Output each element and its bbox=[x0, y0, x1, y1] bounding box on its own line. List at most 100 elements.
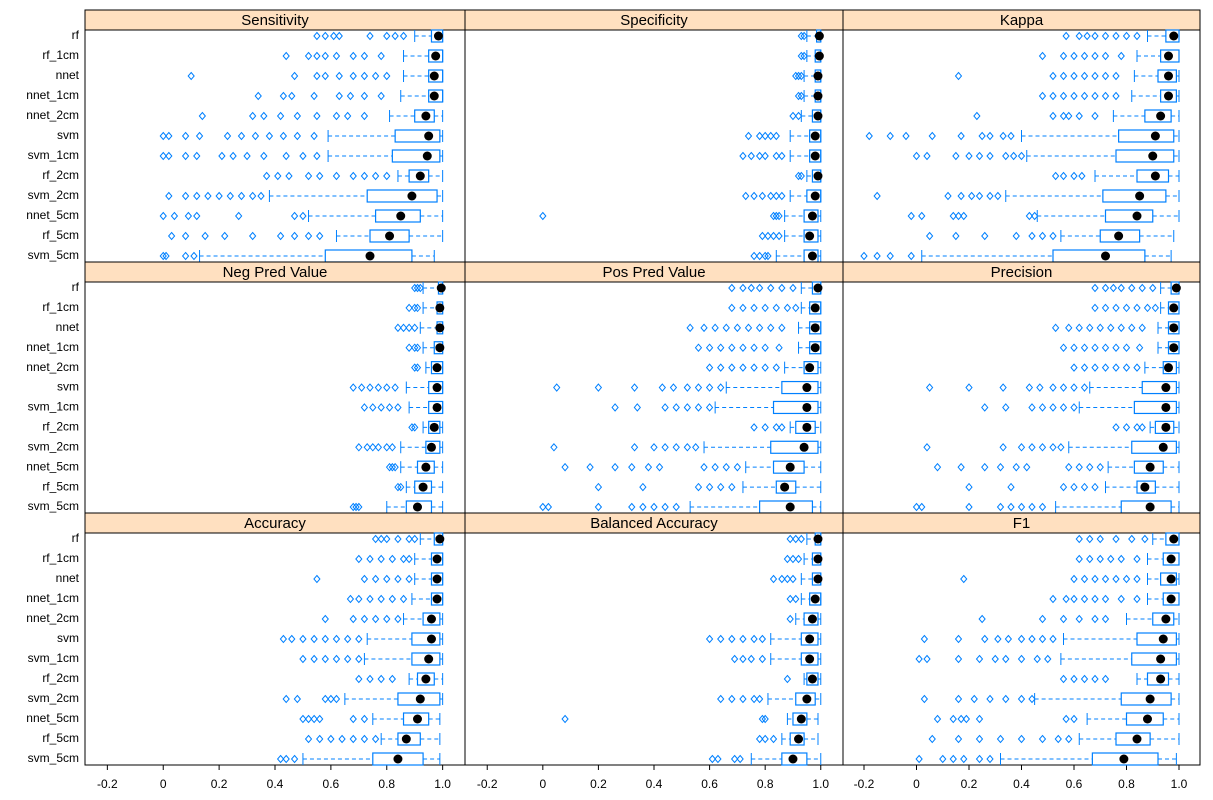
category-label: nnet_5cm bbox=[26, 711, 79, 725]
median bbox=[435, 323, 445, 333]
box bbox=[416, 460, 435, 474]
outlier bbox=[739, 654, 747, 664]
panel-title: Kappa bbox=[1000, 12, 1044, 29]
outlier bbox=[1138, 283, 1146, 293]
outlier bbox=[918, 502, 926, 512]
outlier bbox=[1028, 403, 1036, 412]
outlier bbox=[1007, 502, 1015, 512]
median bbox=[785, 462, 795, 472]
box bbox=[430, 592, 444, 606]
outlier bbox=[1135, 343, 1144, 352]
outlier bbox=[1057, 443, 1065, 452]
outlier bbox=[1070, 674, 1078, 684]
outlier bbox=[349, 71, 357, 81]
outlier bbox=[413, 343, 422, 352]
outlier bbox=[999, 383, 1007, 392]
outlier bbox=[1038, 51, 1047, 61]
panel-title: Neg Pred Value bbox=[223, 264, 328, 281]
box bbox=[1160, 49, 1180, 63]
outlier bbox=[797, 31, 805, 41]
outlier bbox=[371, 734, 380, 744]
outlier bbox=[967, 191, 976, 201]
median bbox=[1150, 171, 1160, 181]
outlier bbox=[1065, 111, 1073, 121]
x-tick-label: 0.2 bbox=[961, 777, 978, 791]
outlier bbox=[1101, 614, 1110, 624]
box bbox=[414, 480, 433, 494]
outlier bbox=[1117, 283, 1125, 293]
outlier bbox=[978, 131, 986, 141]
outlier bbox=[750, 423, 758, 432]
category-label: nnet_2cm bbox=[26, 611, 79, 625]
outlier bbox=[722, 462, 730, 472]
outlier bbox=[335, 31, 343, 41]
outlier bbox=[957, 462, 965, 472]
outlier bbox=[181, 231, 190, 241]
outlier bbox=[411, 303, 419, 313]
outlier bbox=[282, 151, 290, 161]
box bbox=[1091, 752, 1159, 766]
outlier bbox=[1002, 654, 1010, 664]
box bbox=[414, 109, 435, 123]
box bbox=[1052, 249, 1146, 263]
box bbox=[397, 692, 441, 706]
outlier bbox=[975, 151, 984, 161]
median bbox=[1145, 502, 1155, 512]
median bbox=[415, 171, 425, 181]
outlier bbox=[758, 191, 767, 201]
median bbox=[810, 323, 820, 333]
outlier bbox=[1049, 403, 1057, 412]
box bbox=[795, 420, 816, 434]
median bbox=[432, 574, 442, 584]
outlier bbox=[717, 634, 725, 644]
outlier bbox=[299, 151, 307, 161]
outlier bbox=[792, 303, 800, 313]
outlier bbox=[299, 211, 307, 221]
box bbox=[781, 380, 819, 395]
median bbox=[1135, 191, 1145, 201]
outlier bbox=[996, 502, 1005, 512]
panel-title: Specificity bbox=[620, 12, 688, 29]
outlier bbox=[304, 51, 313, 61]
outlier bbox=[586, 462, 594, 472]
outlier bbox=[349, 714, 357, 724]
outlier bbox=[794, 91, 803, 101]
box bbox=[772, 400, 819, 415]
outlier bbox=[965, 482, 973, 492]
median bbox=[1132, 734, 1142, 744]
outlier bbox=[1128, 323, 1136, 333]
outlier bbox=[789, 283, 797, 293]
outlier bbox=[986, 694, 994, 704]
median bbox=[1101, 251, 1110, 261]
outlier bbox=[925, 231, 934, 241]
outlier bbox=[413, 283, 422, 293]
outlier bbox=[276, 231, 285, 241]
median bbox=[426, 614, 436, 624]
outlier bbox=[954, 694, 963, 704]
outlier bbox=[360, 71, 369, 81]
panel-frame bbox=[464, 281, 844, 514]
outlier bbox=[758, 634, 767, 644]
outlier bbox=[332, 654, 341, 664]
outlier bbox=[954, 734, 963, 744]
outlier bbox=[377, 91, 385, 101]
outlier bbox=[975, 654, 984, 664]
outlier bbox=[923, 443, 931, 452]
outlier bbox=[388, 462, 397, 472]
outlier bbox=[1133, 554, 1141, 564]
outlier bbox=[711, 462, 719, 472]
outlier bbox=[758, 654, 767, 664]
outlier bbox=[355, 443, 363, 452]
category-label: rf_2cm bbox=[42, 671, 79, 685]
outlier bbox=[360, 91, 369, 101]
category-label: nnet_2cm bbox=[26, 108, 79, 122]
outlier bbox=[750, 303, 758, 313]
outlier bbox=[786, 594, 794, 604]
outlier bbox=[1091, 111, 1099, 121]
outlier bbox=[772, 211, 780, 221]
outlier bbox=[1017, 443, 1026, 452]
outlier bbox=[262, 171, 271, 181]
outlier bbox=[369, 443, 377, 452]
median bbox=[805, 363, 815, 373]
outlier bbox=[954, 634, 963, 644]
